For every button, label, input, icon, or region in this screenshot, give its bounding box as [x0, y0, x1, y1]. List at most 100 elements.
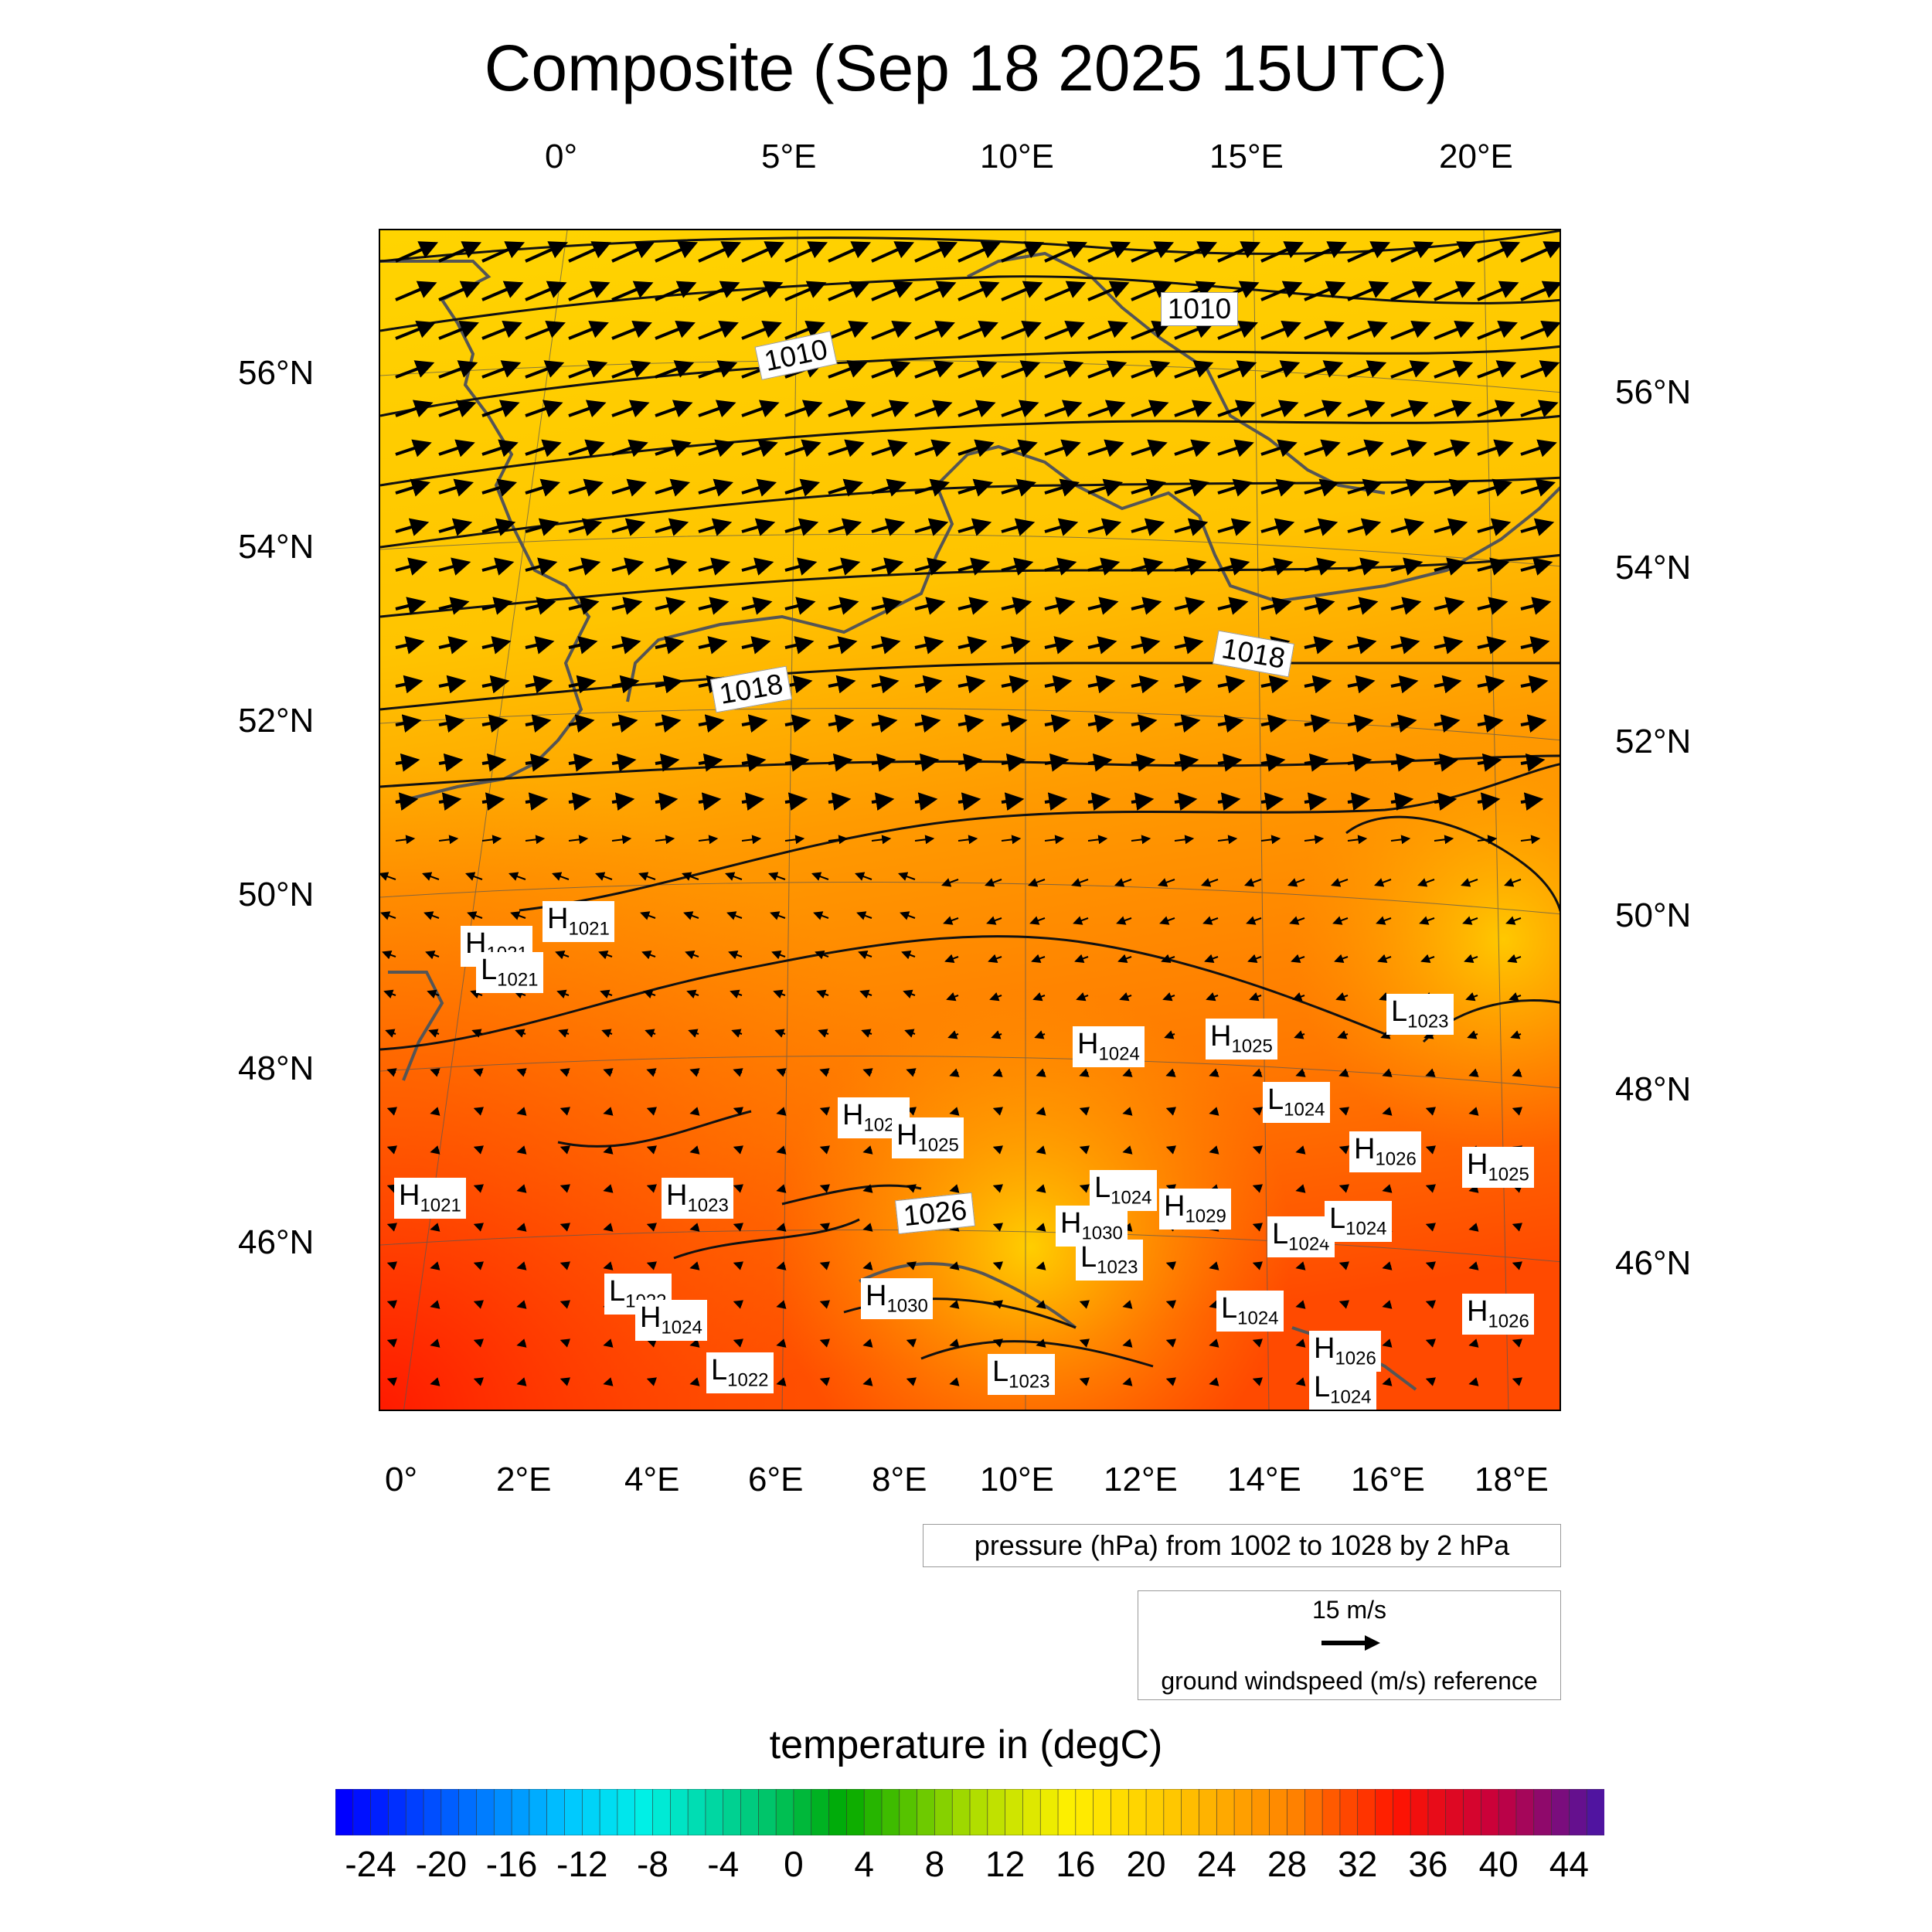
- colorbar-segment: [476, 1789, 495, 1835]
- wind-arrow: [1087, 835, 1108, 845]
- wind-arrow: [1204, 954, 1219, 964]
- wind-arrow: [481, 360, 522, 379]
- wind-arrow: [828, 400, 866, 418]
- colorbar-segment: [1251, 1789, 1270, 1835]
- wind-arrow: [568, 439, 605, 457]
- wind-arrow: [611, 557, 645, 576]
- wind-arrow: [871, 714, 898, 733]
- wind-arrow: [1036, 1223, 1046, 1232]
- wind-arrow: [611, 400, 650, 418]
- wind-arrow: [611, 675, 640, 694]
- wind-arrow: [611, 241, 655, 263]
- wind-arrow: [992, 1184, 1004, 1193]
- wind-arrow: [733, 1068, 743, 1077]
- wind-arrow: [914, 400, 953, 418]
- wind-arrow: [949, 1068, 960, 1077]
- colorbar-segment: [1075, 1789, 1094, 1835]
- wind-arrow: [1304, 835, 1325, 845]
- wind-arrow: [473, 1261, 485, 1270]
- colorbar-segment: [634, 1789, 654, 1835]
- wind-arrow: [380, 911, 396, 920]
- wind-arrow: [943, 916, 959, 925]
- pressure-system-label: L1024: [1325, 1201, 1392, 1242]
- colorbar-tick-label: 40: [1478, 1844, 1519, 1884]
- wind-arrow: [957, 636, 988, 655]
- pressure-system-label: H1030: [861, 1278, 933, 1319]
- wind-arrow: [1425, 1068, 1436, 1077]
- wind-arrow: [481, 320, 522, 340]
- wind-arrow: [603, 1145, 614, 1155]
- wind-arrow: [395, 636, 425, 655]
- wind-arrow: [1079, 1068, 1090, 1077]
- wind-arrow: [611, 281, 654, 301]
- wind-arrow: [1044, 636, 1074, 655]
- wind-arrow: [1174, 753, 1199, 772]
- wind-arrow: [914, 597, 946, 615]
- wind-arrow: [1477, 518, 1512, 536]
- wind-arrow: [1390, 241, 1434, 263]
- colorbar-segment: [917, 1789, 936, 1835]
- wind-arrow: [395, 675, 423, 694]
- wind-arrow: [728, 950, 743, 960]
- wind-arrow: [646, 1261, 658, 1270]
- right-lat-label: 48°N: [1615, 1070, 1692, 1108]
- wind-arrow: [771, 950, 786, 960]
- wind-arrow: [1131, 792, 1155, 811]
- wind-arrow: [784, 753, 810, 772]
- wind-arrow: [1520, 360, 1560, 379]
- wind-arrow: [1468, 1068, 1479, 1077]
- wind-arrow: [741, 597, 773, 615]
- wind-arrow: [568, 320, 609, 340]
- wind-arrow: [560, 1377, 571, 1386]
- wind-arrow: [568, 360, 608, 379]
- wind-arrow: [828, 518, 862, 536]
- wind-arrow: [1001, 478, 1037, 497]
- wind-arrow: [1044, 360, 1084, 379]
- wind-arrow: [1510, 1030, 1522, 1039]
- colorbar-segment: [1463, 1789, 1482, 1835]
- wind-arrow: [862, 1223, 873, 1232]
- wind-arrow: [655, 597, 686, 615]
- wind-arrow: [1505, 916, 1522, 925]
- wind-arrow: [1247, 954, 1262, 964]
- colorbar-segment: [1481, 1789, 1499, 1835]
- wind-arrow: [1087, 753, 1113, 772]
- wind-arrow: [686, 989, 699, 998]
- wind-arrow: [828, 281, 870, 301]
- pressure-system-label: L1024: [1263, 1082, 1330, 1123]
- wind-arrow: [816, 989, 829, 998]
- map-panel[interactable]: 1010 1010 1018 1018 1026 H1021 H1021 L10…: [379, 229, 1561, 1411]
- wind-arrow: [900, 911, 916, 920]
- wind-arrow: [1347, 400, 1386, 418]
- wind-arrow: [1468, 1184, 1479, 1193]
- wind-arrow: [603, 1261, 614, 1270]
- wind-arrow: [1512, 1223, 1523, 1232]
- wind-arrow: [1434, 597, 1465, 615]
- wind-arrow: [1260, 400, 1299, 418]
- bottom-lon-label: 12°E: [1104, 1461, 1178, 1498]
- wind-arrow: [1087, 360, 1128, 379]
- wind-arrow: [386, 1068, 397, 1077]
- wind-arrow: [655, 400, 693, 418]
- wind-arrow: [1044, 792, 1068, 811]
- wind-arrow: [1434, 281, 1476, 301]
- wind-arrow: [1202, 916, 1219, 925]
- wind-arrow: [1347, 636, 1377, 655]
- wind-arrow: [516, 1377, 527, 1386]
- wind-arrow: [730, 989, 743, 998]
- wind-arrow: [422, 872, 440, 881]
- wind-arrow: [689, 1223, 700, 1232]
- colorbar-segment: [546, 1789, 566, 1835]
- wind-arrow: [603, 1223, 614, 1232]
- wind-arrow: [1165, 1068, 1176, 1077]
- wind-arrow: [828, 320, 869, 340]
- wind-arrow: [1165, 1261, 1177, 1270]
- colorbar-segment: [1287, 1789, 1306, 1835]
- wind-arrow: [1304, 478, 1340, 497]
- wind-arrow: [1087, 597, 1119, 615]
- wind-arrow: [1174, 675, 1202, 694]
- wind-arrow: [1390, 439, 1427, 457]
- wind-arrow: [1477, 636, 1507, 655]
- colorbar-segment: [1039, 1789, 1059, 1835]
- colorbar-tick-label: -8: [637, 1844, 668, 1884]
